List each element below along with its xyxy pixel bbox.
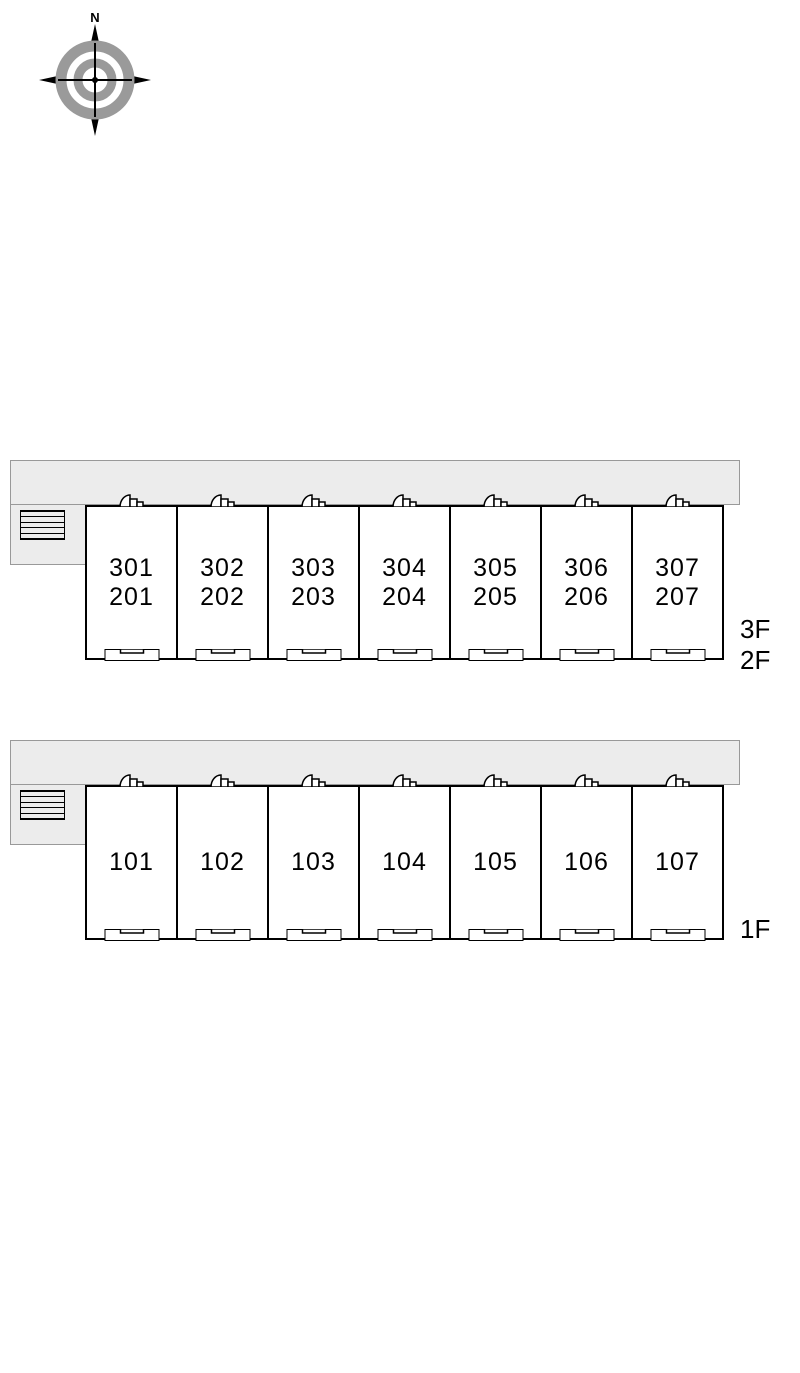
vent-icon [662, 773, 694, 787]
unit-number: 304204 [382, 554, 427, 612]
door-icon [650, 648, 705, 660]
unit-cell: 302202 [176, 505, 269, 660]
unit-number: 301201 [109, 554, 154, 612]
unit-number-line: 305 [473, 554, 518, 583]
vent-icon [571, 493, 603, 507]
unit-number: 303203 [291, 554, 336, 612]
door-icon [650, 928, 705, 940]
unit-number-line: 205 [473, 583, 518, 612]
unit-number-line: 301 [109, 554, 154, 583]
floor-label: 3F [740, 615, 770, 644]
vent-icon [298, 493, 330, 507]
compass-icon: N [30, 10, 160, 150]
floor-label: 1F [740, 915, 770, 944]
unit-number: 107 [655, 848, 700, 877]
vent-icon [389, 773, 421, 787]
unit-number-line: 302 [200, 554, 245, 583]
unit-cell: 104 [358, 785, 451, 940]
unit-number-line: 106 [564, 848, 609, 877]
vent-icon [662, 493, 694, 507]
unit-cell: 306206 [540, 505, 633, 660]
vent-icon [207, 773, 239, 787]
floor-labels-lower: 1F [740, 915, 770, 944]
door-icon [195, 648, 250, 660]
unit-cell: 307207 [631, 505, 724, 660]
unit-cell: 105 [449, 785, 542, 940]
stairs-icon [20, 510, 65, 540]
door-icon [286, 928, 341, 940]
compass-north-label: N [90, 10, 99, 25]
vent-icon [116, 493, 148, 507]
units-row-upper: 3012013022023032033042043052053062063072… [85, 505, 724, 660]
door-icon [377, 648, 432, 660]
unit-cell: 102 [176, 785, 269, 940]
unit-number-line: 104 [382, 848, 427, 877]
unit-number-line: 206 [564, 583, 609, 612]
unit-cell: 101 [85, 785, 178, 940]
unit-number-line: 102 [200, 848, 245, 877]
door-icon [104, 648, 159, 660]
door-icon [104, 928, 159, 940]
door-icon [559, 648, 614, 660]
compass-rose: N [30, 10, 160, 150]
unit-cell: 301201 [85, 505, 178, 660]
unit-number: 106 [564, 848, 609, 877]
unit-number-line: 101 [109, 848, 154, 877]
unit-number-line: 306 [564, 554, 609, 583]
unit-number-line: 307 [655, 554, 700, 583]
units-row-lower: 101 102 103 104 105 106 107 [85, 785, 724, 940]
unit-number-line: 304 [382, 554, 427, 583]
door-icon [286, 648, 341, 660]
unit-number-line: 202 [200, 583, 245, 612]
unit-cell: 106 [540, 785, 633, 940]
unit-number: 305205 [473, 554, 518, 612]
unit-number: 307207 [655, 554, 700, 612]
unit-number-line: 207 [655, 583, 700, 612]
unit-number-line: 103 [291, 848, 336, 877]
vent-icon [116, 773, 148, 787]
unit-number-line: 201 [109, 583, 154, 612]
vent-icon [389, 493, 421, 507]
door-icon [377, 928, 432, 940]
door-icon [468, 648, 523, 660]
vent-icon [571, 773, 603, 787]
unit-number: 101 [109, 848, 154, 877]
unit-number-line: 107 [655, 848, 700, 877]
unit-cell: 303203 [267, 505, 360, 660]
floor-label: 2F [740, 646, 770, 675]
unit-cell: 305205 [449, 505, 542, 660]
unit-number: 306206 [564, 554, 609, 612]
unit-cell: 304204 [358, 505, 451, 660]
unit-number: 102 [200, 848, 245, 877]
unit-number: 104 [382, 848, 427, 877]
unit-cell: 107 [631, 785, 724, 940]
vent-icon [480, 493, 512, 507]
door-icon [195, 928, 250, 940]
stairs-icon [20, 790, 65, 820]
unit-number-line: 303 [291, 554, 336, 583]
unit-number-line: 203 [291, 583, 336, 612]
door-icon [559, 928, 614, 940]
floor-labels-upper: 3F 2F [740, 615, 770, 676]
unit-cell: 103 [267, 785, 360, 940]
door-icon [468, 928, 523, 940]
unit-number: 103 [291, 848, 336, 877]
vent-icon [207, 493, 239, 507]
vent-icon [298, 773, 330, 787]
unit-number-line: 204 [382, 583, 427, 612]
unit-number: 302202 [200, 554, 245, 612]
vent-icon [480, 773, 512, 787]
unit-number: 105 [473, 848, 518, 877]
unit-number-line: 105 [473, 848, 518, 877]
